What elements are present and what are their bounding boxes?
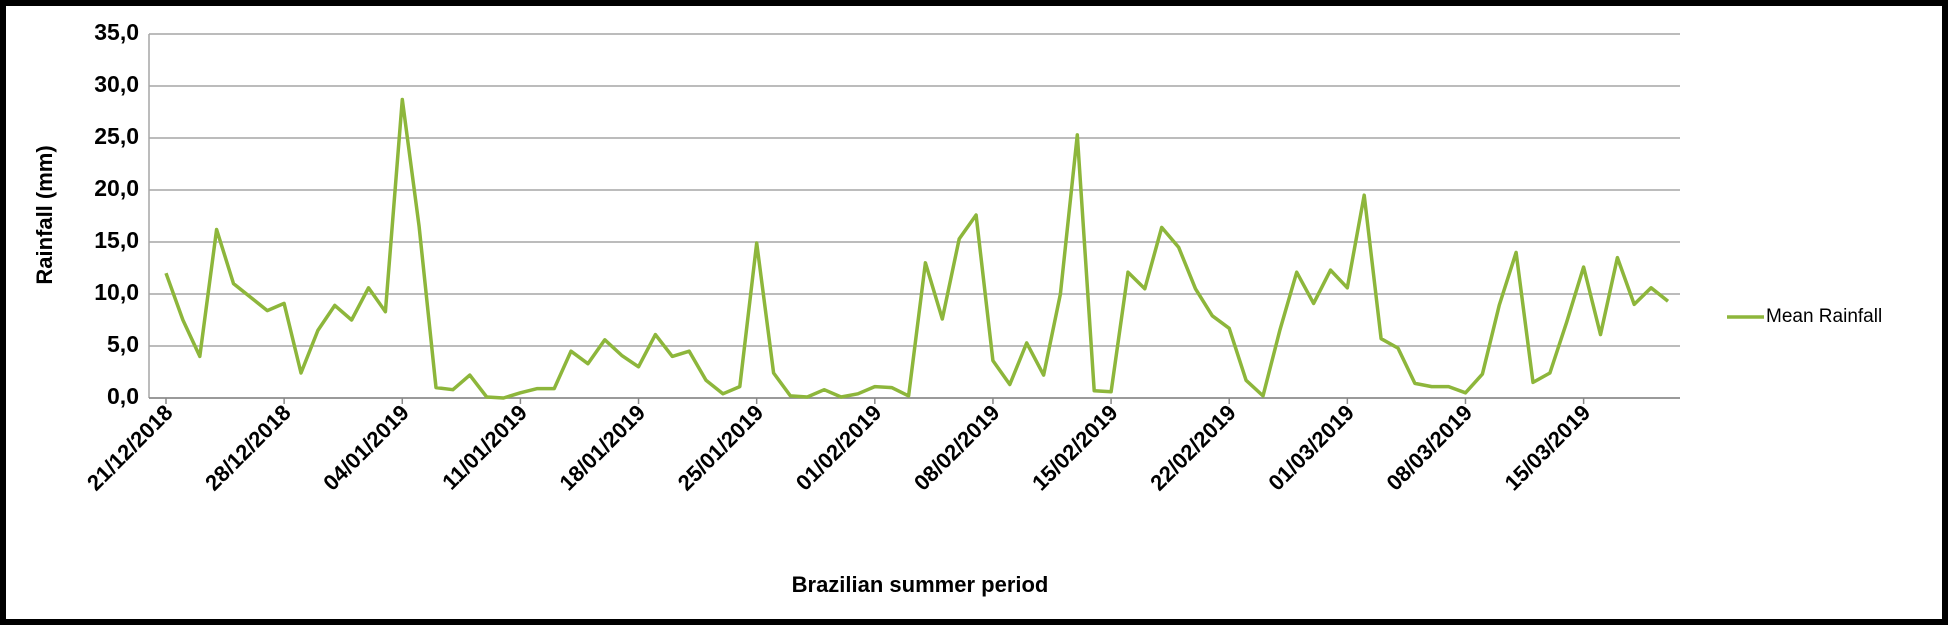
y-tick-label: 15,0 (94, 227, 139, 253)
x-axis-title: Brazilian summer period (792, 572, 1049, 597)
y-tick-label: 35,0 (94, 19, 139, 45)
y-tick-label: 25,0 (94, 123, 139, 149)
legend-label: Mean Rainfall (1766, 306, 1882, 327)
y-tick-label: 10,0 (94, 279, 139, 305)
y-tick-label: 5,0 (107, 331, 139, 357)
y-tick-label: 20,0 (94, 175, 139, 201)
y-tick-label: 0,0 (107, 383, 139, 409)
y-axis-title: Rainfall (mm) (32, 145, 57, 284)
data-line (164, 97, 1670, 400)
y-tick-label: 30,0 (94, 71, 139, 97)
